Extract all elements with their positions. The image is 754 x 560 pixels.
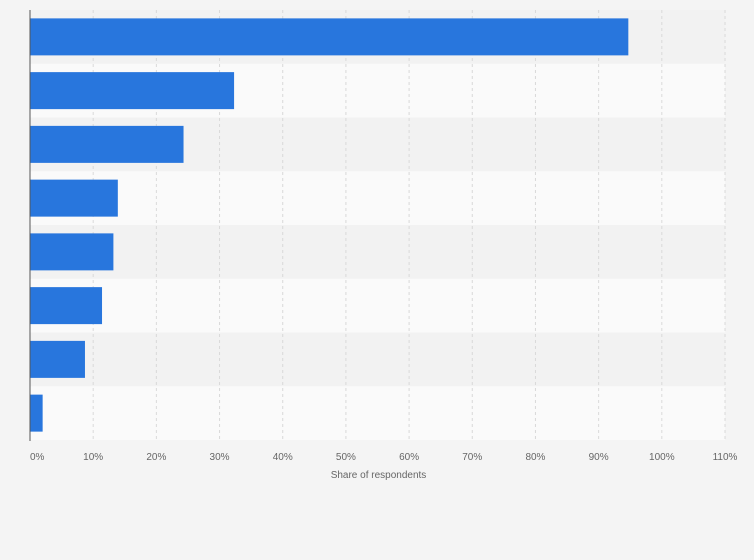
x-tick-label: 60% xyxy=(399,452,419,463)
x-tick-labels: 0% 10% 20% 30% 40% 50% 60% 70% 80% 90% 100% 110% xyxy=(30,452,738,463)
x-tick-label: 50% xyxy=(336,452,356,463)
x-tick-label: 90% xyxy=(589,452,609,463)
x-tick-label: 80% xyxy=(525,452,545,463)
row-band xyxy=(30,332,725,387)
bars xyxy=(30,18,629,432)
row-bands xyxy=(30,10,725,440)
row-band xyxy=(30,386,725,440)
row-band xyxy=(30,171,725,225)
bar[interactable] xyxy=(30,287,103,325)
x-tick-label: 20% xyxy=(146,452,166,463)
bar[interactable] xyxy=(30,394,43,432)
x-tick-label: 40% xyxy=(273,452,293,463)
x-tick-label: 70% xyxy=(462,452,482,463)
x-tick-label: 10% xyxy=(83,452,103,463)
bar[interactable] xyxy=(30,18,629,56)
bar[interactable] xyxy=(30,72,235,110)
x-tick-label: 0% xyxy=(30,452,45,463)
row-band xyxy=(30,225,725,279)
bar[interactable] xyxy=(30,233,114,271)
bar[interactable] xyxy=(30,125,184,163)
row-band xyxy=(30,278,725,333)
bar[interactable] xyxy=(30,179,118,217)
x-axis-title: Share of respondents xyxy=(331,470,427,481)
x-tick-label: 30% xyxy=(210,452,230,463)
x-tick-label: 110% xyxy=(713,452,738,463)
x-tick-label: 100% xyxy=(649,452,675,463)
bar[interactable] xyxy=(30,340,85,378)
